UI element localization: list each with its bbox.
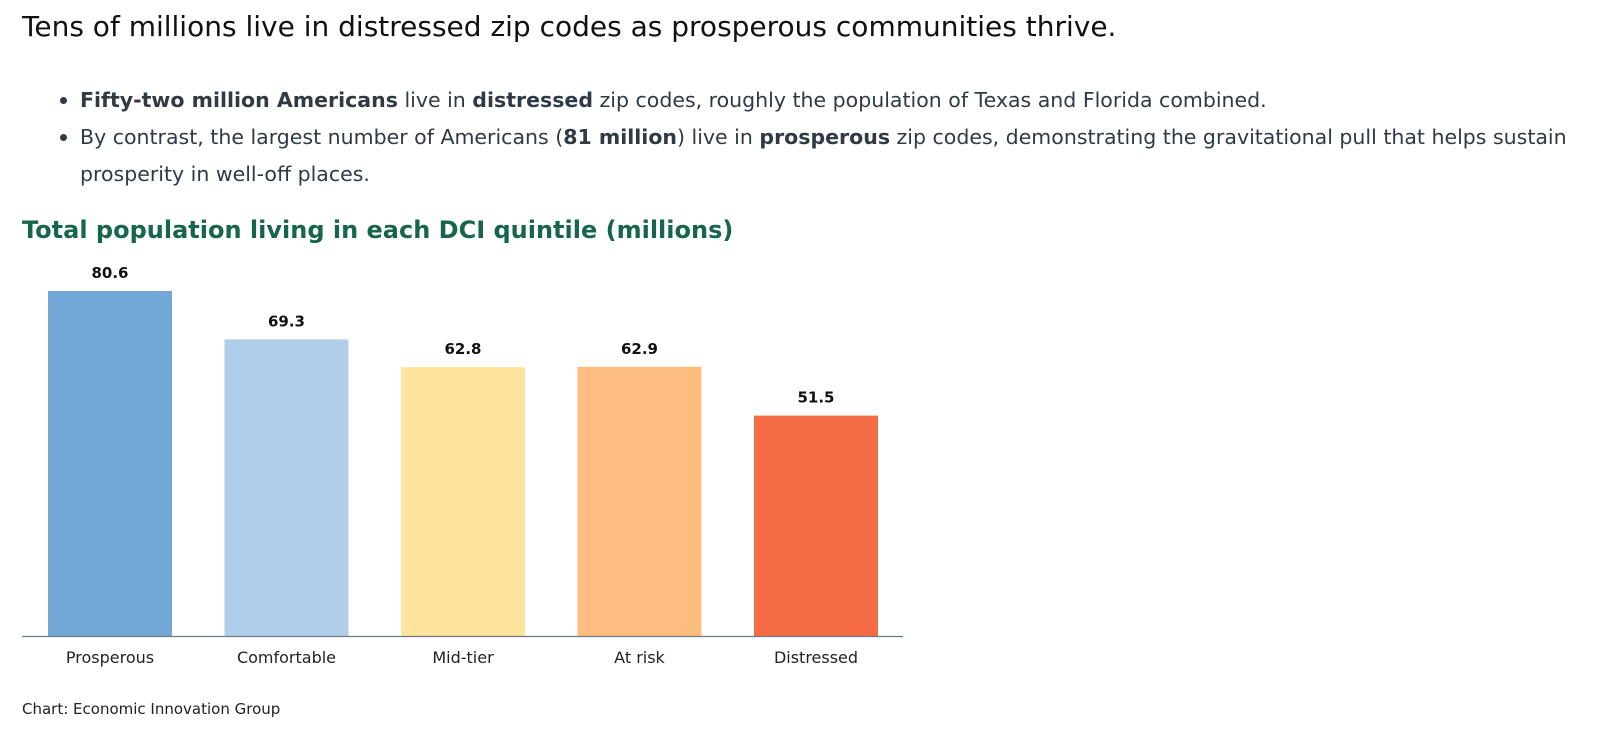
bullet-1-part-2: ) live in	[677, 125, 760, 149]
bar-at-risk	[577, 366, 702, 636]
headline: Tens of millions live in distressed zip …	[22, 10, 1117, 43]
value-label-distressed: 51.5	[797, 389, 834, 407]
bullet-item-1: By contrast, the largest number of Ameri…	[58, 119, 1578, 193]
value-label-at-risk: 62.9	[621, 340, 658, 358]
tick-label-comfortable: Comfortable	[237, 648, 336, 667]
bullet-1-part-0: By contrast, the largest number of Ameri…	[80, 125, 564, 149]
value-label-mid-tier: 62.8	[444, 340, 481, 358]
bar-comfortable	[224, 339, 349, 636]
bar-distressed	[754, 415, 878, 636]
bullet-1-part-1: 81 million	[563, 125, 678, 149]
bullet-0-part-3: zip codes, roughly the population of Tex…	[593, 88, 1267, 112]
bullet-1-part-4: zip codes, demonstrating the gravitation…	[80, 125, 1567, 186]
bullet-0-part-0: Fifty-two million Americans	[80, 88, 398, 112]
bullet-list: Fifty-two million Americans live in dist…	[58, 82, 1578, 193]
chart-title: Total population living in each DCI quin…	[22, 216, 734, 244]
chart-source: Chart: Economic Innovation Group	[22, 700, 281, 718]
tick-label-prosperous: Prosperous	[66, 648, 154, 667]
bullet-item-0: Fifty-two million Americans live in dist…	[58, 82, 1578, 119]
tick-label-at-risk: At risk	[614, 648, 665, 667]
bullet-0-part-2: distressed	[472, 88, 593, 112]
value-label-comfortable: 69.3	[268, 312, 305, 330]
tick-label-distressed: Distressed	[774, 648, 858, 667]
bar-mid-tier	[401, 367, 525, 636]
bar-prosperous	[48, 291, 172, 636]
bullet-1-part-3: prosperous	[759, 125, 891, 149]
tick-label-mid-tier: Mid-tier	[432, 648, 494, 667]
bullet-0-part-1: live in	[397, 88, 473, 112]
value-label-prosperous: 80.6	[91, 264, 128, 282]
